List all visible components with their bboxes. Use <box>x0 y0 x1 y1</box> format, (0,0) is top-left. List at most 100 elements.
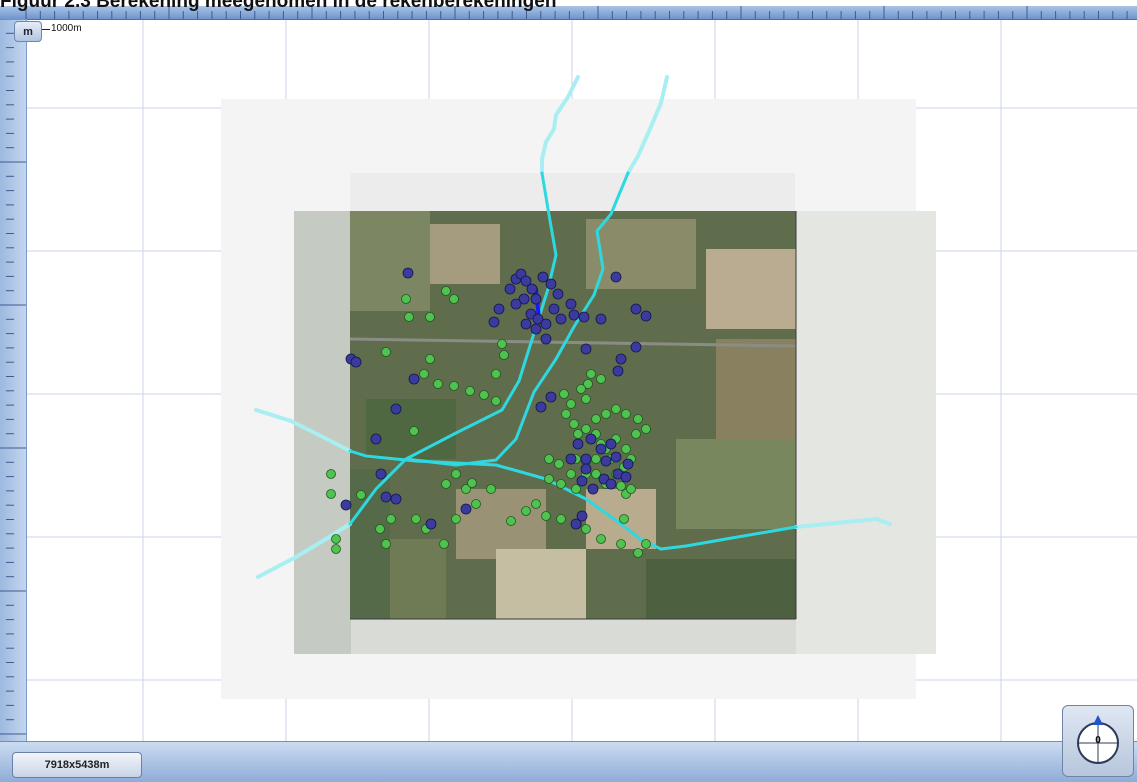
receptor-marker-blue <box>565 453 577 465</box>
receptor-marker-blue <box>535 401 547 413</box>
receptor-marker-green <box>331 534 341 544</box>
receptor-marker-blue <box>600 455 612 467</box>
receptor-marker-green <box>616 481 626 491</box>
north-arrow-icon <box>1093 715 1103 725</box>
receptor-marker-blue <box>610 271 622 283</box>
receptor-marker-blue <box>605 478 617 490</box>
receptor-marker-green <box>626 484 636 494</box>
receptor-marker-blue <box>530 323 542 335</box>
compass-heading: 0 <box>1095 735 1101 746</box>
faded-imagery-right <box>796 211 936 654</box>
receptor-marker-green <box>566 399 576 409</box>
receptor-marker-green <box>561 409 571 419</box>
receptor-marker-green <box>479 390 489 400</box>
receptor-marker-green <box>386 514 396 524</box>
unit-toggle-button[interactable]: m <box>14 21 42 42</box>
receptor-marker-blue <box>610 451 622 463</box>
receptor-marker-blue <box>576 475 588 487</box>
receptor-marker-green <box>497 339 507 349</box>
receptor-marker-green <box>491 369 501 379</box>
receptor-marker-green <box>491 396 501 406</box>
receptor-marker-blue <box>460 503 472 515</box>
receptor-marker-green <box>596 534 606 544</box>
receptor-marker-green <box>449 381 459 391</box>
receptor-marker-blue <box>545 278 557 290</box>
receptor-marker-blue <box>640 310 652 322</box>
receptor-marker-blue <box>545 391 557 403</box>
receptor-marker-green <box>451 514 461 524</box>
compass-control[interactable]: 0 <box>1062 705 1134 777</box>
receptor-marker-blue <box>620 471 632 483</box>
receptor-marker-green <box>621 409 631 419</box>
receptor-marker-green <box>596 374 606 384</box>
receptor-marker-blue <box>572 438 584 450</box>
receptor-marker-green <box>586 369 596 379</box>
receptor-marker-blue <box>580 463 592 475</box>
receptor-marker-blue <box>540 318 552 330</box>
receptor-marker-green <box>581 424 591 434</box>
receptor-marker-blue <box>568 309 580 321</box>
receptor-marker-blue <box>540 333 552 345</box>
receptor-marker-green <box>404 312 414 322</box>
receptor-marker-green <box>619 514 629 524</box>
receptor-marker-blue <box>375 468 387 480</box>
receptor-marker-blue <box>587 483 599 495</box>
receptor-marker-green <box>566 469 576 479</box>
receptor-marker-green <box>425 312 435 322</box>
receptor-marker-green <box>541 511 551 521</box>
receptor-marker-green <box>633 414 643 424</box>
receptor-marker-green <box>441 479 451 489</box>
receptor-marker-green <box>521 506 531 516</box>
receptor-marker-blue <box>537 271 549 283</box>
receptor-marker-green <box>467 478 477 488</box>
map-dimensions-button[interactable]: 7918x5438m <box>12 752 142 778</box>
receptor-marker-green <box>611 404 621 414</box>
map-svg[interactable] <box>26 19 1137 741</box>
receptor-marker-blue <box>555 313 567 325</box>
receptor-marker-green <box>583 379 593 389</box>
receptor-marker-blue <box>576 510 588 522</box>
route-faded <box>254 75 892 579</box>
left-ruler-ticks <box>0 18 26 735</box>
receptor-marker-green <box>641 424 651 434</box>
receptor-marker-green <box>411 514 421 524</box>
left-ruler <box>0 18 27 741</box>
receptor-marker-green <box>381 539 391 549</box>
top-ruler-ticks <box>25 6 1128 19</box>
receptor-marker-blue <box>612 365 624 377</box>
receptor-marker-green <box>633 548 643 558</box>
receptor-marker-green <box>381 347 391 357</box>
receptor-marker-green <box>441 286 451 296</box>
receptor-marker-blue <box>580 453 592 465</box>
receptor-marker-green <box>591 414 601 424</box>
receptor-marker-green <box>571 484 581 494</box>
receptor-marker-blue <box>630 303 642 315</box>
receptor-marker-green <box>641 539 651 549</box>
receptor-marker-blue <box>595 443 607 455</box>
receptor-marker-green <box>433 379 443 389</box>
receptor-marker-blue <box>622 458 634 470</box>
receptor-marker-blue <box>510 298 522 310</box>
receptor-marker-green <box>573 429 583 439</box>
page-title: Figuur 2.3 Berekening meegenomen in de r… <box>0 0 557 12</box>
faded-imagery-left <box>294 211 351 654</box>
receptor-marker-blue <box>615 353 627 365</box>
receptor-marker-blue <box>493 303 505 315</box>
receptor-marker-blue <box>520 275 532 287</box>
receptor-marker-green <box>559 389 569 399</box>
receptor-marker-green <box>451 469 461 479</box>
receptor-marker-blue <box>580 343 592 355</box>
receptor-marker-green <box>581 394 591 404</box>
receptor-marker-blue <box>504 283 516 295</box>
receptor-marker-green <box>465 386 475 396</box>
receptor-marker-green <box>449 294 459 304</box>
receptor-marker-green <box>409 426 419 436</box>
map-canvas[interactable] <box>26 19 1137 741</box>
receptor-marker-green <box>621 444 631 454</box>
receptor-marker-green <box>499 350 509 360</box>
receptor-marker-green <box>556 479 566 489</box>
receptor-marker-green <box>471 499 481 509</box>
receptor-marker-blue <box>518 293 530 305</box>
receptor-marker-green <box>554 459 564 469</box>
aerial-photo <box>349 211 797 620</box>
